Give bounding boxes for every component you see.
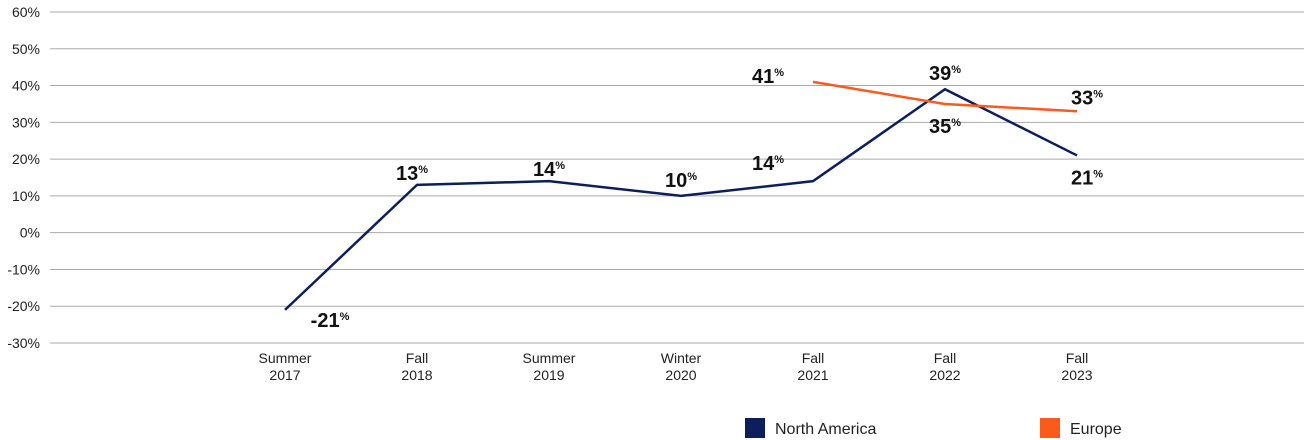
y-tick-label: 40% — [12, 78, 40, 94]
data-label: 10% — [665, 170, 697, 192]
data-label: 13% — [396, 163, 428, 185]
y-tick-label: -20% — [7, 298, 40, 314]
legend-swatch — [1040, 418, 1060, 438]
y-tick-label: 60% — [12, 4, 40, 20]
series-line — [812, 80, 1078, 113]
data-label: 14% — [752, 153, 784, 175]
y-tick-label: 50% — [12, 41, 40, 57]
x-tick-label: Fall 2022 — [929, 350, 960, 383]
x-tick-label: Summer 2017 — [259, 350, 312, 383]
series-line — [284, 87, 1078, 311]
x-tick-label: Fall 2021 — [797, 350, 828, 383]
data-label: 14% — [533, 159, 565, 181]
y-tick-label: 10% — [12, 188, 40, 204]
y-tick-label: 0% — [20, 225, 40, 241]
y-tick-label: -10% — [7, 261, 40, 277]
legend-swatch — [745, 418, 765, 438]
y-tick-label: -30% — [7, 335, 40, 351]
legend-label: Europe — [1070, 421, 1122, 438]
x-tick-label: Fall 2023 — [1061, 350, 1092, 383]
data-label: 41% — [752, 66, 784, 88]
x-tick-label: Summer 2019 — [523, 350, 576, 383]
data-label: 33% — [1071, 87, 1103, 109]
data-label: -21% — [311, 310, 350, 332]
x-tick-label: Winter 2020 — [661, 350, 702, 383]
data-label: 39% — [929, 63, 961, 85]
legend-label: North America — [775, 421, 876, 438]
y-tick-label: 20% — [12, 151, 40, 167]
data-label: 35% — [929, 116, 961, 138]
x-tick-label: Fall 2018 — [401, 350, 432, 383]
y-tick-label: 30% — [12, 114, 40, 130]
data-label: 21% — [1071, 167, 1103, 189]
